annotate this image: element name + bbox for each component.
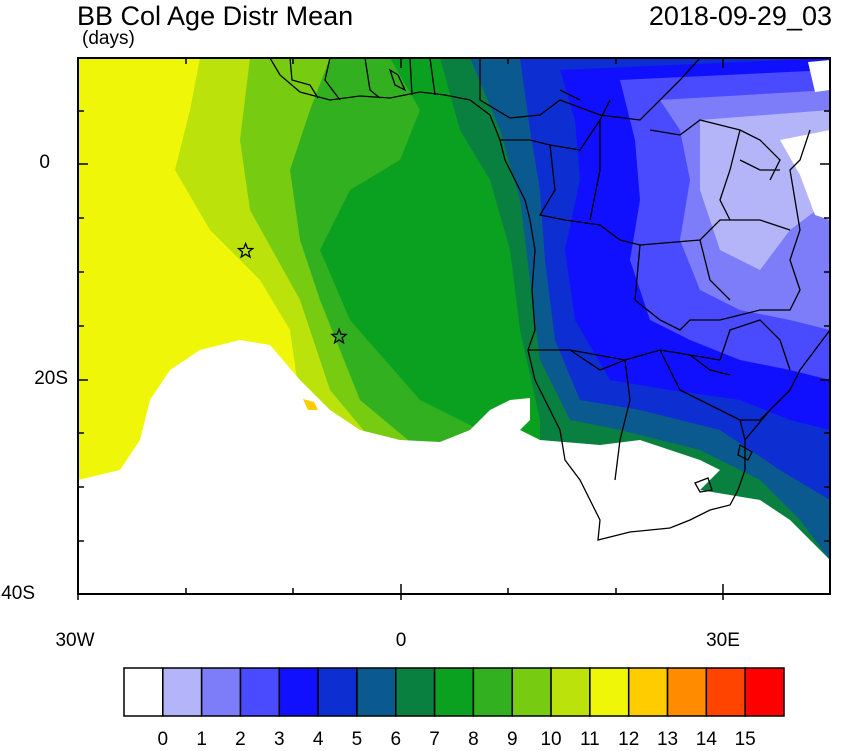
datetime-label: 2018-09-29_03 — [648, 1, 832, 31]
colorbar-swatch — [395, 667, 436, 717]
units-label: (days) — [82, 28, 135, 49]
colorbar-swatch — [472, 667, 513, 717]
country-borders — [269, 58, 830, 541]
colorbar-label: 9 — [506, 729, 518, 750]
colorbar-label: 13 — [656, 729, 679, 750]
y-tick-label-20s: 20S — [34, 368, 68, 389]
colorbar-label: 7 — [429, 729, 440, 750]
tick-marks — [77, 58, 830, 600]
colorbar-label: 11 — [580, 729, 600, 750]
colorbar — [123, 667, 785, 717]
colorbar-label: 3 — [273, 729, 285, 750]
x-tick-label-30w: 30W — [55, 630, 95, 651]
x-tick-label-0: 0 — [395, 630, 407, 651]
colorbar-swatch — [666, 667, 708, 717]
colorbar-swatch — [123, 667, 164, 717]
colorbar-swatch — [705, 667, 746, 717]
colorbar-label: 2 — [235, 729, 246, 750]
colorbar-label: 5 — [351, 729, 363, 750]
colorbar-label: 6 — [390, 729, 402, 750]
star-marker-2 — [330, 327, 348, 345]
colorbar-swatch — [744, 667, 785, 717]
colorbar-label: 10 — [540, 729, 562, 750]
colorbar-swatch — [200, 667, 242, 717]
colorbar-swatch — [589, 667, 630, 717]
colorbar-label: 8 — [468, 729, 479, 750]
marker-layer — [236, 241, 348, 345]
colorbar-swatch — [433, 667, 475, 717]
colorbar-label: 1 — [196, 729, 207, 750]
colorbar-swatch — [511, 667, 552, 717]
x-tick-label-30e: 30E — [706, 630, 740, 651]
map-title: BB Col Age Distr Mean — [77, 1, 354, 31]
colorbar-label: 15 — [734, 729, 756, 750]
colorbar-label: 12 — [618, 729, 640, 750]
star-marker-1 — [236, 241, 255, 259]
colorbar-swatch — [550, 667, 591, 717]
colorbar-swatch — [278, 667, 319, 717]
colorbar-swatch — [627, 667, 669, 717]
field-level-11-west — [78, 58, 200, 300]
colorbar-swatch — [356, 667, 397, 717]
y-tick-label-40s: 40S — [1, 583, 35, 604]
colorbar-label: 0 — [157, 729, 169, 750]
colorbar-label: 4 — [312, 729, 324, 750]
colorbar-swatch — [239, 667, 281, 717]
colorbar-swatch — [317, 667, 358, 717]
y-tick-label-0: 0 — [39, 152, 50, 173]
no-data-patch-ne — [780, 130, 830, 220]
colorbar-label: 14 — [695, 729, 717, 750]
age-field — [78, 58, 830, 594]
coastline-africa — [269, 58, 830, 541]
colorbar-swatch — [162, 667, 203, 717]
